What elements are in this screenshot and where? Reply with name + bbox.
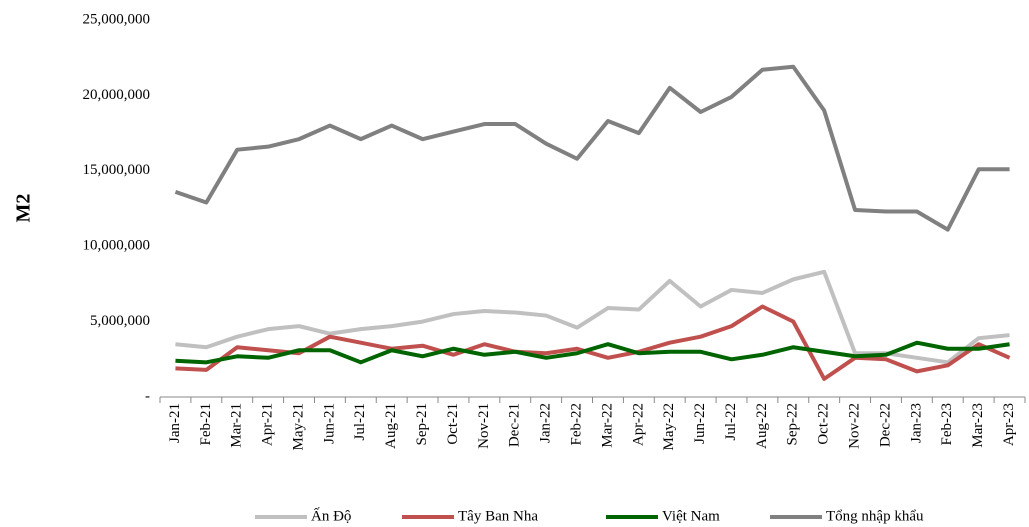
line-series (175, 304, 1011, 381)
x-tick-label: Mar-23 (970, 403, 986, 448)
x-tick-label: Apr-23 (1001, 403, 1017, 446)
x-tick-label: Feb-21 (198, 403, 214, 446)
x-tick-label: Jun-21 (321, 403, 337, 444)
y-tick-label: - (145, 388, 150, 404)
x-tick-label: Nov-21 (476, 403, 492, 449)
y-tick-label: 20,000,000 (83, 87, 151, 103)
legend-label: Tổng nhập khẩu (826, 508, 924, 524)
x-tick-label: Aug-22 (754, 403, 770, 449)
legend-label: Tây Ban Nha (458, 508, 538, 524)
x-tick-label: Aug-21 (383, 403, 399, 449)
x-tick-label: Apr-22 (630, 403, 646, 446)
x-tick-label: Apr-21 (260, 403, 276, 446)
x-tick-label: Dec-21 (507, 403, 523, 447)
x-tick-label: Jul-21 (352, 403, 368, 441)
x-tick-label: Jul-22 (723, 403, 739, 441)
y-axis-label: M2 (13, 194, 35, 223)
x-tick-label: Feb-23 (939, 403, 955, 446)
x-tick-label: Dec-22 (877, 403, 893, 447)
x-tick-label: Jan-22 (538, 403, 554, 443)
x-tick-label: Nov-22 (847, 403, 863, 449)
y-tick-label: 25,000,000 (83, 11, 151, 27)
x-tick-label: Mar-22 (599, 403, 615, 448)
y-tick-label: 15,000,000 (83, 162, 151, 178)
x-tick-label: Mar-21 (229, 403, 245, 448)
x-tick-label: Oct-21 (445, 403, 461, 445)
x-tick-label: May-21 (290, 403, 306, 451)
x-tick-label: Sep-22 (785, 403, 801, 446)
legend-label: Việt Nam (662, 508, 720, 524)
x-tick-label: Sep-21 (414, 403, 430, 446)
x-tick-label: Jun-22 (692, 403, 708, 444)
x-tick-label: Jan-23 (908, 403, 924, 443)
y-tick-label: 10,000,000 (83, 238, 151, 254)
y-tick-label: 5,000,000 (90, 313, 150, 329)
legend-label: Ấn Độ (311, 507, 351, 524)
line-series (175, 269, 1010, 365)
x-tick-label: Oct-22 (816, 403, 832, 445)
x-tick-label: Feb-22 (568, 403, 584, 446)
x-tick-label: May-22 (661, 403, 677, 451)
line-series (175, 340, 1010, 365)
line-series (174, 64, 1010, 232)
x-tick-label: Jan-21 (167, 403, 183, 443)
